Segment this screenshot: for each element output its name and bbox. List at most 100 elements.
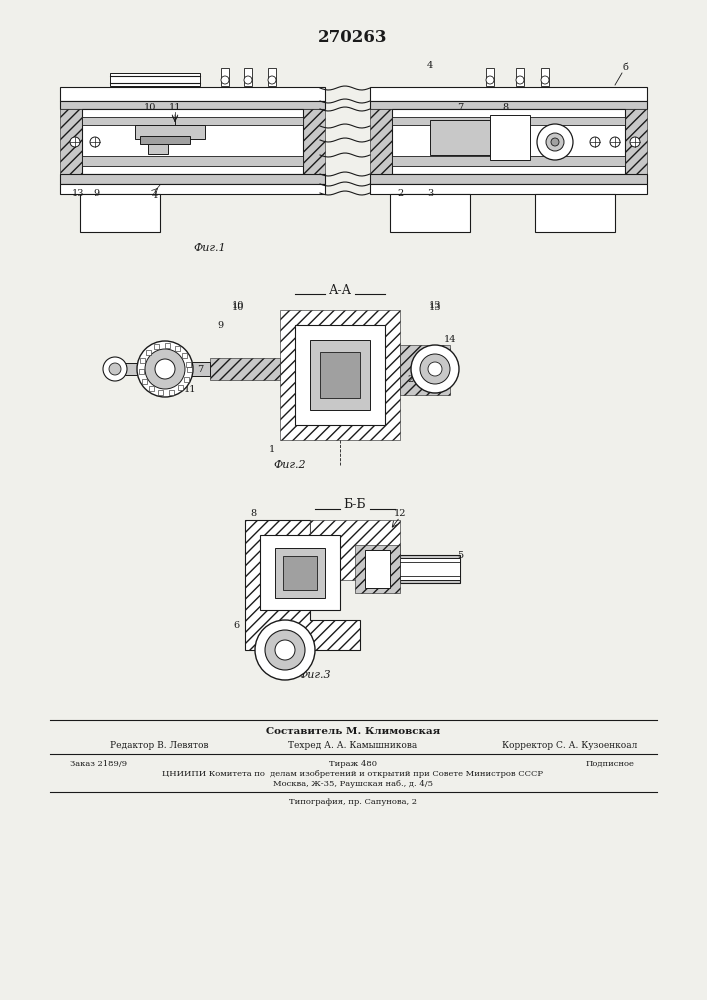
Bar	[148, 386, 153, 391]
Bar	[392, 117, 625, 125]
Text: Москва, Ж-35, Раушская наб., д. 4/5: Москва, Ж-35, Раушская наб., д. 4/5	[273, 780, 433, 788]
Bar	[165, 343, 170, 348]
Circle shape	[103, 357, 127, 381]
Bar	[355, 545, 400, 593]
Bar	[280, 310, 400, 440]
Bar	[80, 194, 160, 232]
Text: 270263: 270263	[318, 29, 387, 46]
Bar	[283, 556, 317, 590]
Bar	[148, 144, 168, 154]
Text: А-А: А-А	[329, 284, 351, 296]
Text: 11: 11	[184, 385, 197, 394]
Bar	[210, 358, 280, 380]
Bar	[182, 353, 187, 358]
Text: ЦНИИПИ Комитета по  делам изобретений и открытий при Совете Министров СССР: ЦНИИПИ Комитета по делам изобретений и о…	[163, 770, 544, 778]
Bar	[154, 344, 159, 349]
Text: Фиг.2: Фиг.2	[274, 460, 306, 470]
Circle shape	[244, 76, 252, 84]
Circle shape	[221, 76, 229, 84]
Bar	[125, 363, 165, 375]
Text: 4: 4	[152, 190, 158, 200]
Text: Заказ 2189/9: Заказ 2189/9	[70, 760, 127, 768]
Text: 7: 7	[197, 365, 203, 374]
Bar	[141, 378, 147, 383]
Circle shape	[630, 137, 640, 147]
Bar	[60, 87, 325, 101]
Polygon shape	[245, 520, 360, 650]
Circle shape	[275, 640, 295, 660]
Bar	[370, 101, 647, 109]
Text: 3: 3	[427, 188, 433, 198]
Bar	[390, 194, 470, 232]
Text: Редактор В. Левятов: Редактор В. Левятов	[110, 742, 209, 750]
Text: 6: 6	[233, 620, 239, 630]
Text: 13: 13	[71, 188, 84, 198]
Text: 14: 14	[444, 336, 456, 344]
Circle shape	[268, 76, 276, 84]
Circle shape	[145, 349, 185, 389]
Text: 10: 10	[144, 104, 156, 112]
Text: 2: 2	[407, 375, 413, 384]
Text: 10: 10	[232, 300, 244, 310]
Circle shape	[541, 76, 549, 84]
Text: б: б	[622, 64, 628, 73]
Text: 11: 11	[169, 104, 181, 112]
Text: 10: 10	[232, 304, 244, 312]
Bar	[185, 362, 210, 376]
Bar	[370, 87, 647, 101]
Circle shape	[590, 137, 600, 147]
Bar	[244, 68, 252, 86]
Bar	[370, 109, 392, 174]
Bar	[60, 174, 325, 184]
Text: 13: 13	[428, 300, 441, 310]
Bar	[175, 346, 180, 351]
Circle shape	[70, 137, 80, 147]
Text: Подписное: Подписное	[585, 760, 634, 768]
Bar	[310, 340, 370, 410]
Text: 13: 13	[428, 304, 441, 312]
Bar	[516, 68, 524, 86]
Bar	[541, 68, 549, 86]
Bar	[320, 352, 360, 398]
Bar	[490, 115, 530, 160]
Circle shape	[420, 354, 450, 384]
Bar	[139, 369, 144, 374]
Bar	[400, 558, 460, 580]
Bar	[365, 550, 390, 588]
Circle shape	[137, 341, 193, 397]
Circle shape	[411, 345, 459, 393]
Bar	[178, 385, 183, 390]
Bar	[146, 350, 151, 355]
Bar	[486, 68, 494, 86]
Bar	[295, 325, 385, 425]
Bar	[268, 68, 276, 86]
Circle shape	[109, 363, 121, 375]
Bar	[82, 156, 303, 166]
Text: 4: 4	[427, 60, 433, 70]
Text: Фиг.3: Фиг.3	[298, 670, 332, 680]
Text: Б-Б: Б-Б	[344, 498, 366, 512]
Circle shape	[265, 630, 305, 670]
Bar	[60, 101, 325, 109]
Circle shape	[516, 76, 524, 84]
Circle shape	[610, 137, 620, 147]
Bar	[260, 535, 340, 610]
Text: 9: 9	[93, 188, 99, 198]
Bar	[186, 362, 191, 367]
Text: 5: 5	[457, 550, 463, 560]
Text: Тираж 480: Тираж 480	[329, 760, 377, 768]
Text: Техред А. А. Камышникова: Техред А. А. Камышникова	[288, 742, 418, 750]
Circle shape	[255, 620, 315, 680]
Bar	[400, 345, 450, 395]
Bar	[158, 390, 163, 395]
Circle shape	[551, 138, 559, 146]
Bar	[430, 120, 490, 155]
Bar	[169, 390, 174, 395]
Bar	[140, 358, 145, 363]
Bar	[392, 109, 625, 174]
Bar	[625, 109, 647, 174]
Text: Фиг.1: Фиг.1	[194, 243, 226, 253]
Bar	[135, 125, 205, 139]
Bar	[221, 68, 229, 86]
Bar	[370, 184, 647, 194]
